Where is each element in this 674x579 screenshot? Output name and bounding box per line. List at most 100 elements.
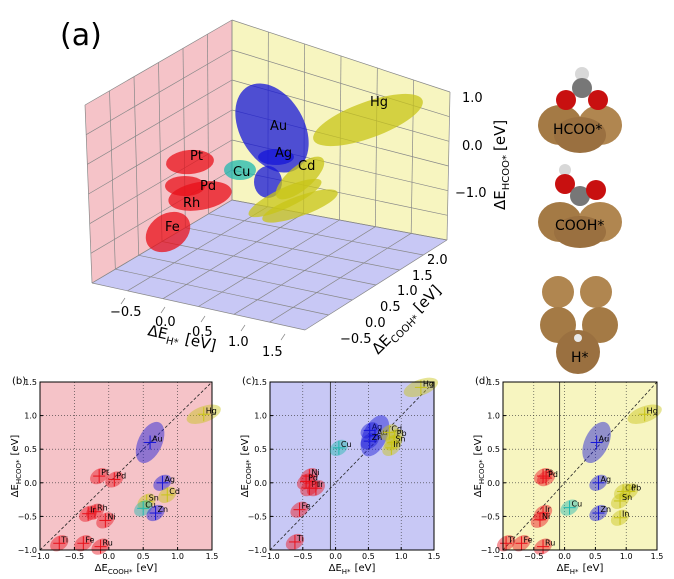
y-tick-label: 1.5 (254, 378, 267, 387)
metal-label-3d: Pt (190, 149, 203, 164)
x-tick-label: −1.0 (493, 552, 512, 561)
point-label: Ir (90, 506, 96, 515)
x-tick-label: 1.0 (171, 552, 184, 561)
panel-tag: (b) (12, 376, 26, 387)
point-label: Fe (523, 535, 532, 544)
x-tick-label: 0.5 (362, 552, 375, 561)
y-tick-label: 1.5 (24, 378, 37, 387)
y-axis-3d-ticks: −0.5 0.0 0.5 1.0 1.5 2.0 (340, 253, 448, 347)
x-tick-label: 0.5 (589, 552, 602, 561)
point-label: Ru (545, 539, 555, 548)
plot-frame (502, 381, 658, 551)
point-label: Sn (149, 494, 159, 503)
y-axis-label: ΔEHCOO*[eV] (473, 435, 486, 498)
point-label: Ir (545, 505, 551, 514)
ellipsoid-cyan (224, 160, 256, 180)
metal-label-3d: Fe (165, 220, 180, 235)
x-tick-label: 0.5 (137, 552, 150, 561)
point-label: Pd (308, 473, 318, 482)
ellipsoids-3d (145, 83, 423, 253)
point-label: Ni (311, 468, 319, 477)
y-tick-label: 0.0 (487, 479, 500, 488)
y-sub-3d: COOH* (389, 313, 422, 346)
point-label: Au (599, 434, 610, 443)
point-label: Ni (107, 512, 115, 521)
point-label: Ir (318, 480, 324, 489)
y-tick-3d: 0.5 (380, 300, 401, 315)
y-tick-label: −1.0 (18, 546, 37, 555)
z-tick-3d: −1.0 (455, 186, 487, 201)
y-tick-label: 1.5 (487, 378, 500, 387)
y-tick-label: 1.0 (487, 412, 500, 421)
y-tick-3d: −0.5 (340, 332, 372, 347)
point-label: Fe (302, 502, 311, 511)
point-label: Cu (341, 440, 352, 449)
point-label: Zn (600, 505, 611, 514)
z-tick-3d: 1.0 (462, 91, 483, 106)
y-tick-label: −1.0 (481, 546, 500, 555)
x-tick-3d: 1.5 (262, 345, 283, 360)
point-label: Pd (116, 471, 126, 480)
point-label: Hg (423, 379, 434, 388)
z-tick-3d: 0.0 (462, 139, 483, 154)
point-label: Au (152, 434, 163, 443)
ellipsoid-red (166, 149, 214, 175)
x-axis-label: ΔECOOH* [eV] (95, 563, 158, 576)
plot-area (503, 382, 657, 550)
ellipsoid-blue (235, 83, 309, 173)
y-axis-label: ΔECOOH*[eV] (240, 435, 253, 498)
y-label-3d: ΔE (368, 331, 395, 358)
x-tick-label: 1.5 (206, 552, 219, 561)
point-label: Ni (542, 512, 550, 521)
x-tick-3d: 0.0 (155, 315, 176, 330)
point-label: Ag (600, 475, 611, 484)
x-tick-label: −0.5 (524, 552, 543, 561)
x-tick-label: 1.0 (395, 552, 408, 561)
x-tick-label: 0.0 (102, 552, 115, 561)
y-tick-label: −0.5 (248, 512, 267, 521)
ellipsoid-blue (254, 166, 282, 198)
z-unit-3d: [eV] (491, 120, 509, 151)
cooh-label: COOH* (555, 218, 604, 234)
hcoo-image: HCOO* (538, 62, 622, 153)
point-label: Ti (507, 535, 515, 544)
x-tick-label: 1.5 (428, 552, 441, 561)
ellipsoid-yellow (313, 93, 423, 147)
diagonal-line (39, 381, 213, 551)
point-label: Pt (311, 480, 319, 489)
x-tick-3d: 1.0 (228, 335, 249, 350)
y-axis-label: ΔEHCOO*[eV] (10, 435, 23, 498)
point-label: Hg (206, 406, 217, 415)
metal-label-3d: Ag (275, 146, 292, 161)
x-tick-3d: −0.5 (110, 305, 142, 320)
y-tick-label: 1.0 (24, 412, 37, 421)
hcoo-label: HCOO* (553, 122, 602, 138)
y-tick-label: 1.0 (254, 412, 267, 421)
x-axis-label: ΔEH* [eV] (557, 563, 604, 576)
cooh-image: COOH* (538, 160, 622, 248)
x-tick-label: 1.0 (620, 552, 633, 561)
point-label: Pt (545, 468, 553, 477)
h-label: H* (571, 350, 589, 366)
point-label: Pt (101, 468, 109, 477)
ellipsoid-blue (258, 149, 294, 165)
y-tick-3d: 2.0 (427, 253, 448, 268)
point-label: Ru (103, 539, 113, 548)
x-axis-3d-ticks: −0.5 0.0 0.5 1.0 1.5 (110, 305, 283, 360)
point-label: In (393, 440, 400, 449)
x-tick-label: −0.5 (65, 552, 84, 561)
point-label: Cd (625, 484, 636, 493)
z-axis-3d-ticks: 1.0 0.0 −1.0 (455, 91, 487, 201)
metal-label-3d: Au (270, 119, 287, 134)
point-label: Hg (647, 406, 658, 415)
x-tick-label: −0.5 (293, 552, 312, 561)
y-tick-label: 0.5 (254, 445, 267, 454)
y-tick-label: 0.0 (254, 479, 267, 488)
y-tick-label: 0.5 (24, 445, 37, 454)
x-tick-label: 1.5 (651, 552, 664, 561)
diagonal-line (269, 381, 435, 551)
x-label-3d: ΔE (146, 321, 169, 343)
